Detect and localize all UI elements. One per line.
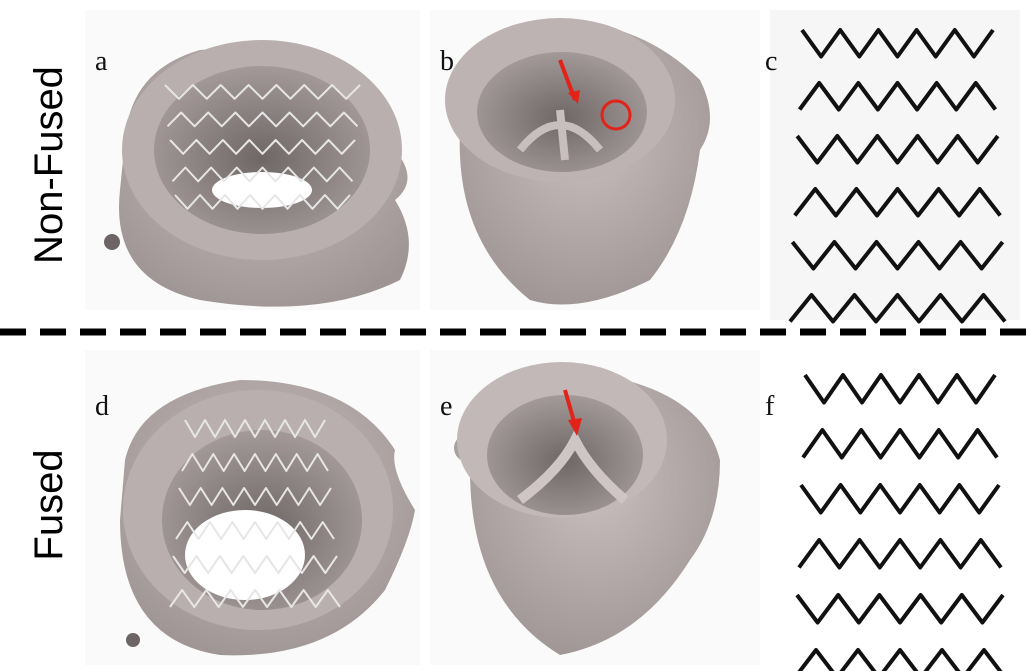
panel-letter: a: [95, 46, 108, 77]
valve-a: [104, 40, 409, 307]
panel-letter: e: [440, 391, 452, 422]
panel-letter: d: [95, 391, 109, 422]
panel-letter: f: [765, 391, 775, 422]
row-label: Non-Fused: [27, 66, 71, 264]
figure: Non-Fused Fused a b c d e f: [0, 0, 1027, 671]
panel-letter: b: [440, 46, 454, 77]
row-label: Fused: [27, 449, 71, 560]
panel-bg: [770, 10, 1020, 320]
panel-letter: c: [765, 46, 777, 77]
